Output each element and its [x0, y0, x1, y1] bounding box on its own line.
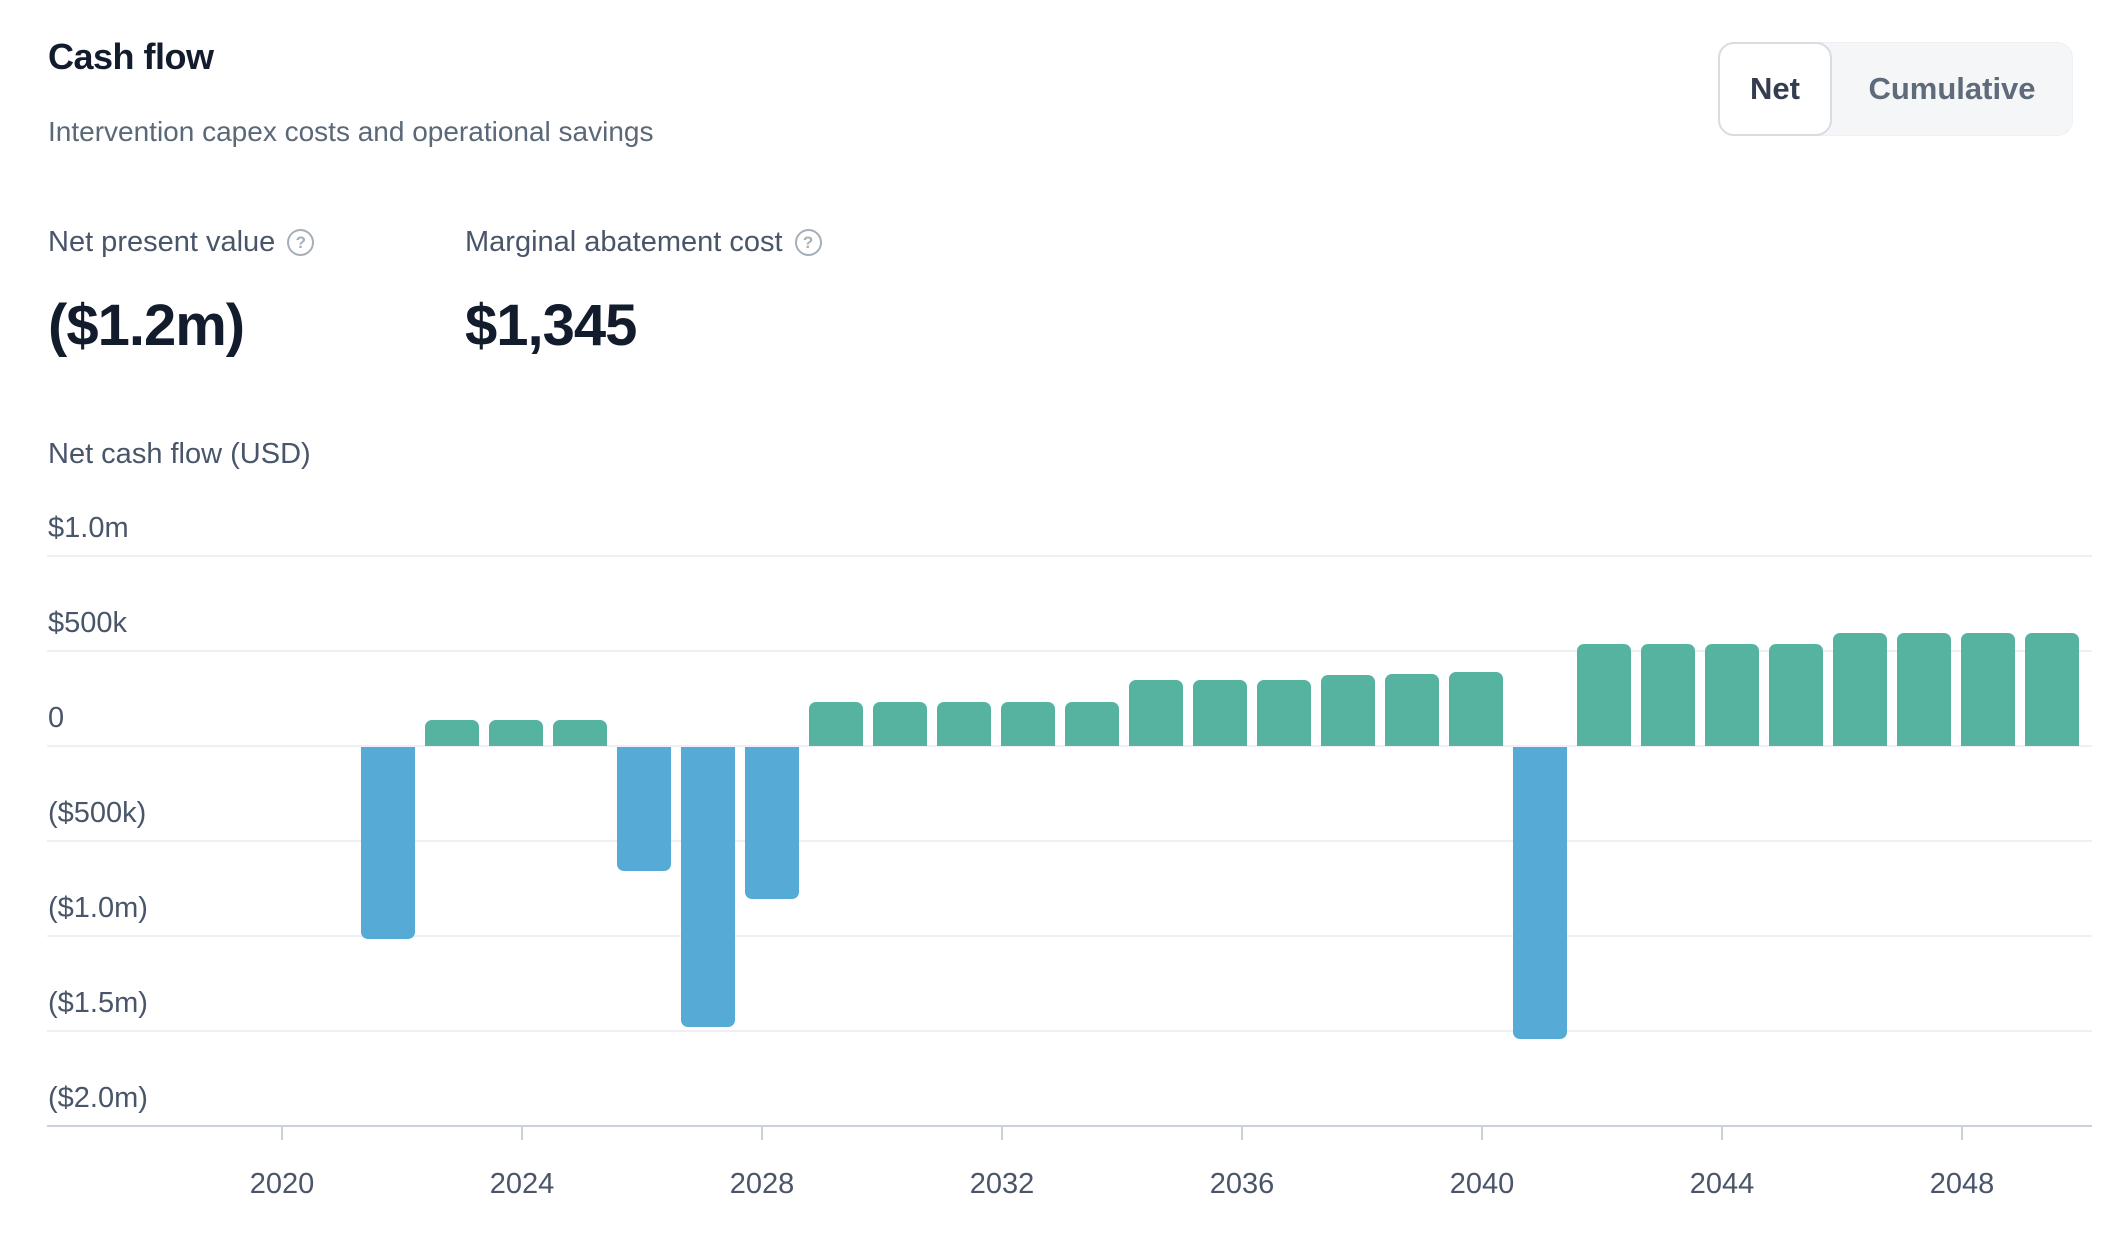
x-axis-tick — [1721, 1126, 1723, 1140]
gridline — [47, 935, 2092, 937]
bar-2048 — [2024, 633, 2079, 746]
mac-label-text: Marginal abatement cost — [465, 226, 783, 258]
gridline — [47, 650, 2092, 652]
bar-2026 — [616, 747, 671, 871]
bar-2043 — [1704, 644, 1759, 746]
x-axis-tick — [1481, 1126, 1483, 1140]
question-circle-icon[interactable]: ? — [794, 229, 822, 256]
bar-2032 — [1000, 702, 1055, 746]
y-axis-label: ($2.0m) — [48, 1082, 148, 1114]
bar-2031 — [936, 702, 991, 746]
x-axis-label: 2048 — [1929, 1168, 1995, 1200]
bar-2022 — [360, 747, 415, 939]
bar-2035 — [1192, 680, 1247, 746]
bar-2034 — [1128, 680, 1183, 746]
bar-2039 — [1448, 672, 1503, 746]
x-axis-tick — [1241, 1126, 1243, 1140]
mac-label: Marginal abatement cost ? — [465, 226, 822, 259]
x-axis-tick — [281, 1126, 283, 1140]
toggle-option-cumulative[interactable]: Cumulative — [1868, 71, 2036, 106]
x-axis-label: 2024 — [489, 1168, 555, 1200]
x-axis-tick — [761, 1126, 763, 1140]
chart-axis-title: Net cash flow (USD) — [48, 438, 311, 470]
bar-2023 — [424, 720, 479, 746]
bar-2037 — [1320, 675, 1375, 746]
x-axis-label: 2020 — [249, 1168, 315, 1200]
bar-2045 — [1832, 633, 1887, 746]
bar-2036 — [1256, 680, 1311, 746]
bar-2030 — [872, 702, 927, 746]
x-axis-label: 2036 — [1209, 1168, 1275, 1200]
bar-2042 — [1640, 644, 1695, 746]
x-axis-label: 2028 — [729, 1168, 795, 1200]
x-axis-label: 2032 — [969, 1168, 1035, 1200]
bar-2029 — [808, 702, 863, 746]
page-subtitle: Intervention capex costs and operational… — [48, 116, 654, 147]
net-cumulative-toggle: Net Cumulative — [1718, 42, 2073, 136]
npv-value: ($1.2m) — [48, 293, 245, 358]
toggle-option-net[interactable]: Net — [1718, 42, 1832, 136]
npv-label: Net present value ? — [48, 226, 315, 259]
x-axis-tick — [1001, 1126, 1003, 1140]
bar-2047 — [1960, 633, 2015, 746]
x-axis-tick — [521, 1126, 523, 1140]
page-title: Cash flow — [48, 36, 214, 77]
bar-2038 — [1384, 674, 1439, 746]
x-axis-label: 2044 — [1689, 1168, 1755, 1200]
gridline — [47, 1030, 2092, 1032]
bar-2041 — [1576, 644, 1631, 746]
bar-2033 — [1064, 702, 1119, 746]
y-axis-label: 0 — [48, 702, 65, 734]
question-circle-icon[interactable]: ? — [287, 229, 315, 256]
bar-2024 — [488, 720, 543, 746]
y-axis-label: ($500k) — [48, 797, 147, 829]
x-axis-tick — [1961, 1126, 1963, 1140]
bar-2028 — [744, 747, 799, 899]
gridline — [47, 555, 2092, 557]
mac-value: $1,345 — [465, 293, 637, 358]
y-axis-label: $500k — [48, 607, 128, 639]
bar-2040 — [1512, 747, 1567, 1039]
bar-2046 — [1896, 633, 1951, 746]
x-axis-label: 2040 — [1449, 1168, 1515, 1200]
bar-2025 — [552, 720, 607, 746]
bar-2044 — [1768, 644, 1823, 746]
gridline — [47, 745, 2092, 747]
bar-2027 — [680, 747, 735, 1027]
y-axis-label: ($1.5m) — [48, 987, 148, 1019]
y-axis-label: $1.0m — [48, 512, 129, 544]
y-axis-label: ($1.0m) — [48, 892, 148, 924]
gridline — [47, 840, 2092, 842]
gridline — [47, 1125, 2092, 1127]
npv-label-text: Net present value — [48, 226, 276, 258]
